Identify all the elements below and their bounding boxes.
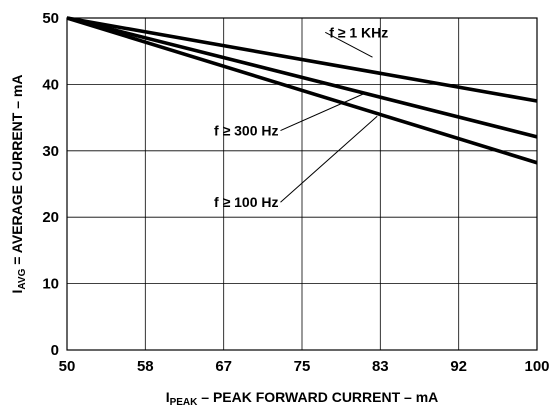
plot-frame xyxy=(66,17,538,351)
grid-lines xyxy=(67,18,537,350)
x-tick-label: 92 xyxy=(450,358,467,375)
series-line-2 xyxy=(66,16,538,139)
y-tick-label: 40 xyxy=(42,76,59,93)
x-axis-title-main: I xyxy=(166,389,170,405)
series-label: f ≥ 1 KHz xyxy=(329,24,388,40)
series-label: f ≥ 300 Hz xyxy=(214,123,278,139)
y-axis-title-subscript: AVG xyxy=(17,268,28,289)
series-line-1 xyxy=(66,16,538,103)
y-tick-label: 10 xyxy=(42,276,59,293)
y-tick-label: 50 xyxy=(42,10,59,27)
x-axis-title-subscript: PEAK xyxy=(170,397,199,408)
series-leader-line xyxy=(280,91,368,131)
series-curves xyxy=(66,16,538,165)
series-leader-line xyxy=(280,115,378,203)
y-axis-title-rest: = AVERAGE CURRENT – mA xyxy=(9,75,25,269)
series-line-3 xyxy=(66,16,538,165)
tick-labels: 50 58 67 75 83 92 100 0 10 20 30 40 50 xyxy=(42,10,549,375)
x-tick-label: 50 xyxy=(59,358,76,375)
y-tick-label: 20 xyxy=(42,209,59,226)
y-tick-label: 30 xyxy=(42,143,59,160)
x-tick-label: 58 xyxy=(137,358,154,375)
series-label: f ≥ 100 Hz xyxy=(214,194,278,210)
x-tick-label: 100 xyxy=(524,358,549,375)
x-tick-label: 75 xyxy=(294,358,311,375)
series-leader-line xyxy=(325,31,373,58)
y-axis-title-main: I xyxy=(9,290,25,294)
y-axis-title: IAVG = AVERAGE CURRENT – mA xyxy=(9,75,28,294)
series-annotations: f ≥ 1 KHz f ≥ 300 Hz f ≥ 100 Hz xyxy=(214,24,388,210)
x-axis-title-rest: – PEAK FORWARD CURRENT – mA xyxy=(197,389,438,405)
x-axis-title: IPEAK – PEAK FORWARD CURRENT – mA xyxy=(166,389,439,408)
x-tick-label: 67 xyxy=(215,358,232,375)
y-tick-label: 0 xyxy=(51,342,59,359)
x-tick-label: 83 xyxy=(372,358,389,375)
